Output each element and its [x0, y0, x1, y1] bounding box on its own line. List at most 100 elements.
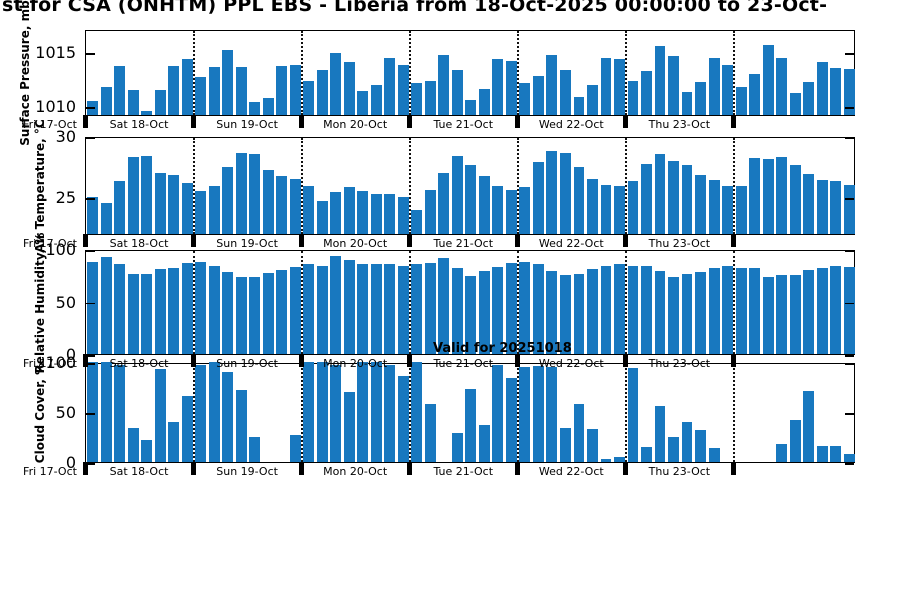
bar	[641, 164, 652, 234]
bar	[100, 203, 112, 234]
day-boundary-gridline	[409, 364, 412, 462]
y-tick	[86, 355, 95, 357]
bar	[627, 81, 639, 115]
y-tick	[86, 107, 95, 110]
day-boundary-gridline	[517, 138, 520, 234]
bar	[424, 189, 436, 234]
bar	[168, 422, 180, 462]
bar	[208, 265, 220, 354]
bar	[749, 73, 761, 115]
day-boundary-gridline	[193, 364, 196, 462]
y-tick	[845, 355, 854, 357]
bar	[330, 256, 342, 354]
x-tick-label: Wed 22-Oct	[538, 465, 604, 478]
bar	[708, 58, 720, 115]
x-major-tick	[731, 354, 736, 367]
y-tick-label: 0	[65, 453, 76, 472]
bar	[505, 189, 517, 234]
x-tick-label: Sun 19-Oct	[216, 118, 278, 131]
bar	[424, 81, 436, 115]
bar	[181, 396, 193, 462]
bar	[384, 365, 396, 462]
day-boundary-gridline	[517, 31, 520, 115]
bar	[100, 362, 112, 462]
bar	[195, 76, 207, 115]
bar	[289, 435, 301, 462]
bar	[789, 275, 801, 354]
x-tick-label: Tue 21-Oct	[433, 237, 494, 250]
bar	[519, 261, 531, 354]
bar	[803, 391, 815, 462]
bar	[654, 271, 666, 354]
x-tick-label: Sun 19-Oct	[216, 237, 278, 250]
x-major-tick	[623, 234, 628, 247]
bar	[614, 59, 625, 115]
y-tick-label: 50	[55, 292, 76, 312]
bar	[735, 267, 747, 354]
bar	[560, 275, 571, 354]
bar	[627, 265, 639, 354]
bar	[411, 209, 423, 234]
day-boundary-gridline	[733, 251, 736, 354]
figure-title: st for CSA (ONHTM) PPL EBS - Liberia fro…	[2, 0, 828, 16]
x-tick-label: Wed 22-Oct	[538, 118, 604, 131]
x-major-tick	[515, 462, 520, 475]
bar	[370, 362, 382, 462]
bar	[384, 193, 396, 234]
bar	[749, 267, 761, 354]
bar	[451, 70, 463, 115]
bar	[127, 89, 139, 115]
bar	[438, 258, 450, 354]
bar	[316, 200, 328, 234]
bar	[600, 459, 612, 462]
bar	[303, 362, 315, 462]
y-tick	[845, 137, 854, 139]
bar	[424, 262, 436, 354]
day-boundary-gridline	[625, 251, 628, 354]
bar	[343, 392, 355, 462]
x-major-tick	[623, 354, 628, 367]
x-tick-label: Mon 20-Oct	[323, 357, 388, 370]
bar	[505, 262, 517, 354]
bar	[195, 365, 207, 462]
day-boundary-gridline	[193, 31, 196, 115]
bar	[816, 180, 828, 234]
y-tick	[845, 250, 854, 252]
bar	[316, 265, 328, 354]
x-tick-label-fri: Fri 17-Oct	[23, 237, 77, 250]
x-major-tick	[407, 462, 412, 475]
bar	[222, 166, 234, 234]
bar	[100, 257, 112, 354]
bar	[735, 186, 747, 234]
bar	[573, 166, 585, 234]
y-tick	[845, 198, 854, 201]
bar	[587, 84, 598, 115]
bar	[249, 277, 261, 354]
bar	[546, 55, 558, 115]
bar	[370, 84, 382, 115]
bar	[141, 155, 153, 234]
bar	[776, 444, 788, 462]
bar	[492, 266, 504, 354]
day-boundary-gridline	[409, 251, 412, 354]
bar	[668, 277, 679, 354]
valid-for-annotation: Valid for 20251018	[433, 341, 572, 356]
bar	[465, 389, 477, 462]
bar	[600, 185, 612, 234]
day-boundary-gridline	[517, 364, 520, 462]
bar	[222, 372, 234, 462]
bar	[587, 429, 598, 462]
bar	[843, 454, 855, 462]
bar	[222, 49, 234, 115]
bar	[830, 446, 842, 462]
y-tick	[845, 53, 854, 55]
x-tick-label: Sat 18-Oct	[109, 465, 169, 478]
bar	[478, 88, 490, 115]
bar	[154, 89, 166, 115]
y-tick	[845, 363, 854, 365]
day-boundary-gridline	[733, 138, 736, 234]
bar	[803, 270, 815, 354]
y-tick	[845, 107, 854, 110]
bar	[330, 365, 342, 462]
bar	[681, 92, 693, 115]
